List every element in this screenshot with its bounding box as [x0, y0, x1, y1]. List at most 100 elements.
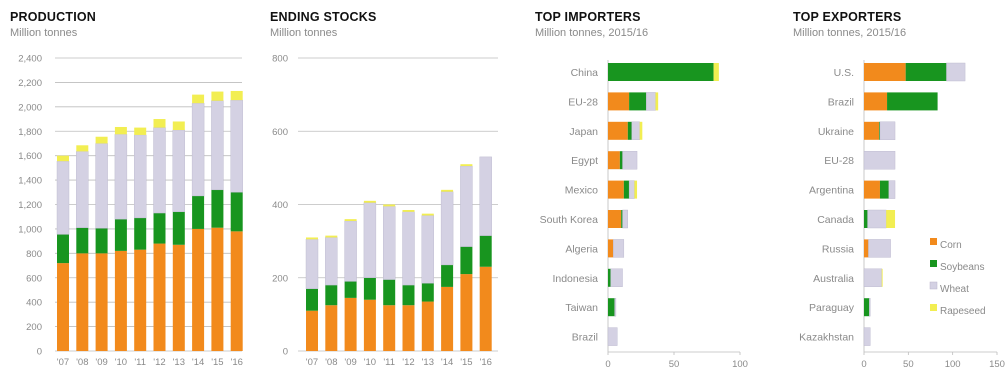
x-tick-label: 100	[945, 359, 961, 370]
bar-segment-corn	[864, 121, 880, 140]
bar-segment-rapeseed	[421, 213, 434, 216]
x-tick-label: '14	[441, 357, 453, 368]
y-tick-label: 800	[26, 249, 42, 260]
legend-swatch-rapeseed	[930, 304, 937, 311]
bar-segment-wheat	[56, 160, 70, 235]
bar-segment-rapeseed	[460, 164, 473, 167]
category-label: Kazakhstan	[799, 332, 854, 344]
bar-segment-wheat	[622, 150, 638, 170]
bar-segment-corn	[192, 228, 205, 351]
y-tick-label: 2,200	[18, 78, 42, 89]
y-tick-label: 2,400	[18, 54, 42, 65]
top-importers-panel: TOP IMPORTERS Million tonnes, 2015/16 0 5…	[525, 0, 765, 376]
category-label: U.S.	[834, 67, 854, 79]
x-tick-label: '12	[153, 357, 165, 368]
legend-swatch-soybeans	[930, 260, 937, 267]
bar-segment-corn	[479, 266, 492, 351]
category-label: Canada	[817, 214, 854, 226]
x-tick-label: '11	[383, 357, 395, 368]
x-tick-label: '10	[115, 357, 127, 368]
x-tick-label: 150	[989, 359, 1005, 370]
x-tick-label: '12	[402, 357, 414, 368]
bar-segment-soybeans	[608, 298, 615, 317]
bar-segment-corn	[134, 249, 147, 351]
category-label: Taiwan	[565, 302, 598, 314]
x-tick-label: '07	[57, 357, 69, 368]
bar-segment-wheat	[863, 268, 882, 287]
bar-segment-wheat	[421, 215, 435, 284]
bar-segment-soybeans	[864, 210, 868, 228]
x-tick-label: '07	[306, 357, 318, 368]
category-label: EU-28	[568, 96, 598, 108]
bar-segment-soybeans	[441, 264, 454, 287]
bar-segment-corn	[383, 305, 396, 351]
bar-segment-wheat	[607, 327, 618, 346]
ending-stocks-subtitle: Million tonnes	[270, 27, 338, 39]
bar-segment-soybeans	[421, 283, 434, 302]
top-exporters-chart: 0 50 100 150 U.S. Brazil Ukraine EU-28 Argentina…	[799, 60, 1005, 370]
bar-segment-corn	[114, 250, 127, 351]
x-tick-label: 0	[861, 359, 866, 370]
bar-segment-corn	[608, 239, 614, 258]
bar-segment-corn	[57, 263, 69, 351]
bar-segment-wheat	[868, 239, 891, 258]
bar-segment-wheat	[614, 298, 617, 317]
ending-stocks-panel: ENDING STOCKS Million tonnes 0 200 400 600 8…	[260, 0, 510, 376]
bar-segment-rapeseed	[95, 136, 108, 144]
bar-segment-wheat	[631, 121, 640, 141]
x-tick-label: '09	[344, 357, 356, 368]
bar-segment-soybeans	[608, 268, 611, 287]
bar-segment-wheat	[610, 268, 623, 287]
y-tick-label: 200	[272, 273, 288, 284]
bar-segment-soybeans	[460, 246, 473, 275]
bar-segment-rapeseed	[655, 92, 659, 111]
y-tick-label: 400	[26, 298, 42, 309]
bar-segment-corn	[608, 180, 624, 199]
bar-segment-corn	[325, 305, 338, 351]
y-tick-label: 200	[26, 322, 42, 333]
bar-segment-corn	[608, 151, 620, 170]
bar-segment-wheat	[191, 102, 205, 197]
bar-segment-corn	[864, 63, 906, 81]
bar-segment-rapeseed	[192, 94, 205, 104]
bar-segment-wheat	[344, 220, 357, 282]
bar-segment-corn	[608, 210, 622, 228]
x-tick-label: '10	[364, 357, 376, 368]
bar-segment-corn	[230, 231, 243, 351]
category-label: Brazil	[572, 332, 598, 344]
bar-segment-corn	[441, 286, 454, 351]
bar-segment-soybeans	[905, 63, 947, 81]
bar-segment-soybeans	[383, 279, 396, 306]
bar-segment-wheat	[888, 180, 896, 199]
x-tick-label: 50	[903, 359, 914, 370]
bar-segment-soybeans	[363, 277, 376, 300]
bar-segment-soybeans	[172, 211, 185, 245]
bar-segment-wheat	[325, 237, 338, 286]
bar-segment-corn	[608, 92, 630, 111]
bar-segment-corn	[421, 301, 434, 351]
bar-segment-corn	[363, 299, 376, 351]
bar-segment-rapeseed	[402, 209, 415, 212]
top-importers-title: TOP IMPORTERS	[535, 10, 641, 24]
bar-segment-wheat	[628, 180, 635, 199]
production-subtitle: Million tonnes	[10, 27, 78, 39]
bar-segment-soybeans	[211, 189, 224, 228]
bar-segment-soybeans	[887, 92, 938, 111]
bar-segment-rapeseed	[114, 126, 127, 135]
bar-segment-soybeans	[114, 219, 127, 251]
bar-segment-rapeseed	[383, 204, 396, 207]
bar-segment-wheat	[211, 100, 224, 191]
bar-segment-wheat	[622, 209, 628, 229]
bar-segment-soybeans	[153, 213, 166, 244]
x-tick-label: '16	[480, 357, 492, 368]
y-tick-label: 1,200	[18, 200, 42, 211]
y-tick-label: 0	[283, 347, 288, 358]
bar-segment-wheat	[230, 99, 243, 193]
x-tick-label: 100	[732, 359, 748, 370]
bar-segment-corn	[306, 310, 318, 351]
bar-segment-wheat	[646, 92, 656, 111]
bar-segment-corn	[402, 305, 415, 351]
y-tick-label: 1,000	[18, 224, 42, 235]
y-tick-label: 400	[272, 200, 288, 211]
top-exporters-subtitle: Million tonnes, 2015/16	[793, 27, 907, 39]
